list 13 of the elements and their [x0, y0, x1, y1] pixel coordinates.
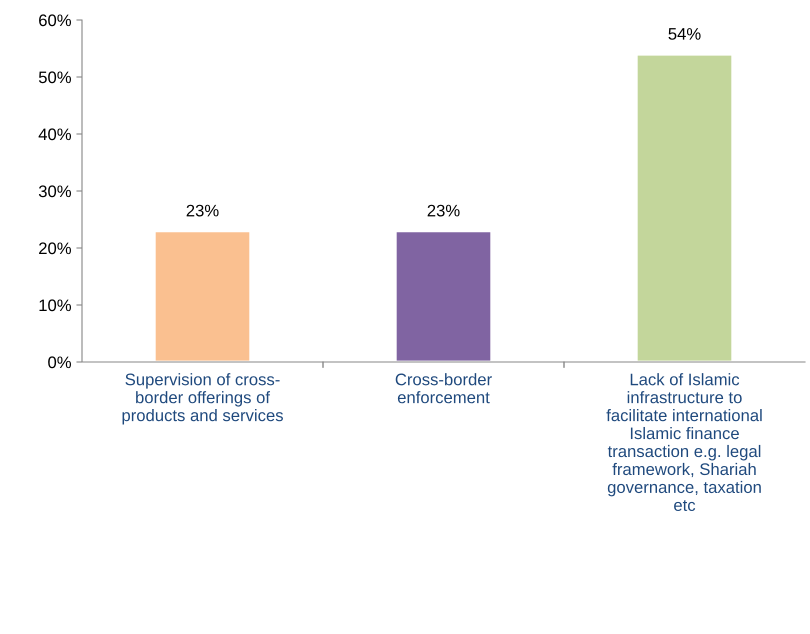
y-tick-label: 10% [39, 299, 71, 312]
y-tick-label: 0% [48, 356, 71, 368]
y-tick-label: 50% [38, 71, 71, 84]
x-tick-label: Supervision of cross- border offerings of products and services [122, 373, 283, 425]
y-tick-label: 20% [39, 242, 71, 254]
x-tick-label: Cross-border enforcement [396, 373, 492, 404]
x-tick-label: Lack of Islamic infrastructure to facilitate international Islamic finance transaction e.g. legal framework, Shariah governance, taxation etc [606, 373, 762, 512]
data-label: 23% [186, 204, 219, 216]
data-label: 23% [428, 204, 460, 216]
y-tick-label: 30% [38, 185, 71, 198]
data-label: 54% [668, 28, 701, 40]
y-tick-label: 40% [38, 128, 71, 140]
y-tick-label: 60% [39, 14, 71, 26]
